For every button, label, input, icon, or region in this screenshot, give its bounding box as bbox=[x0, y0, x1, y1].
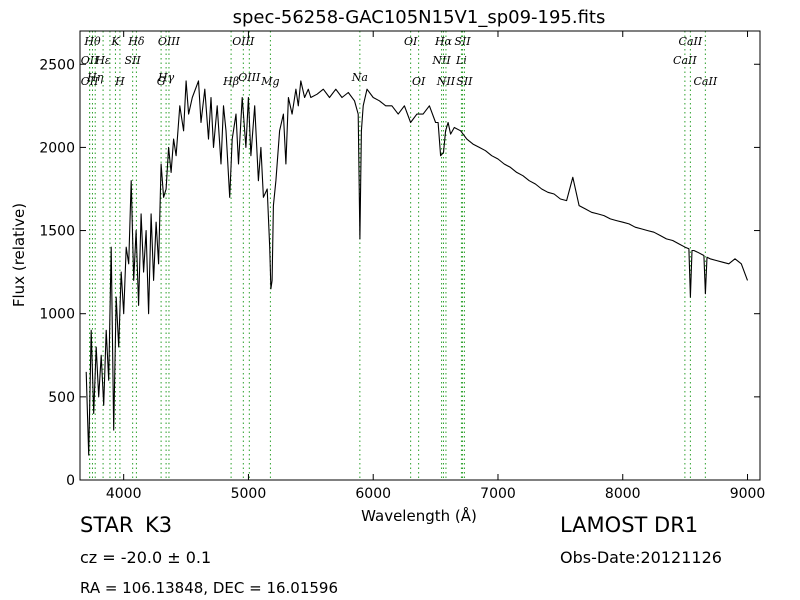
spectral-line-label: H bbox=[114, 75, 125, 88]
axis-ticks-layer: 4000 5000 6000 7000 8000 9000 0 500 1000 1500 2000… bbox=[39, 31, 765, 502]
spectral-line-label: SII bbox=[456, 75, 473, 88]
spectral-line-label: OIII bbox=[238, 71, 261, 84]
spectral-line-label: Hε bbox=[94, 54, 111, 67]
spectrum-line bbox=[85, 80, 749, 456]
spectral-line-label: CaII bbox=[694, 75, 718, 88]
data-layer bbox=[85, 80, 749, 456]
y-axis-label: Flux (relative) bbox=[10, 203, 28, 307]
spectral-line-label: K bbox=[110, 35, 120, 48]
chart-title: spec-56258-GAC105N15V1_sp09-195.fits bbox=[233, 7, 606, 28]
spectral-line-label: OIII bbox=[158, 35, 181, 48]
spectral-line-label: NII bbox=[436, 75, 456, 88]
y-tick-label: 2500 bbox=[39, 57, 75, 73]
y-tick-label: 500 bbox=[48, 390, 75, 406]
y-tick-label: 1000 bbox=[39, 307, 75, 323]
spectral-line-label: Hη bbox=[86, 71, 104, 84]
spectral-line-label: Li bbox=[455, 54, 467, 67]
y-tick-label: 0 bbox=[66, 473, 75, 489]
y-tick-label: 2000 bbox=[39, 140, 75, 156]
spectral-line-label: Hθ bbox=[83, 35, 101, 48]
spectral-line-label: SII bbox=[125, 54, 142, 67]
spectral-line-label: Hδ bbox=[127, 35, 145, 48]
x-tick-label: 4000 bbox=[106, 486, 142, 502]
spectral-line-label: Hγ bbox=[157, 71, 175, 84]
spectral-line-label: OII bbox=[81, 54, 99, 67]
x-axis-label: Wavelength (Å) bbox=[361, 506, 477, 525]
coordinates: RA = 106.13848, DEC = 16.01596 bbox=[80, 579, 339, 597]
x-tick-label: 6000 bbox=[355, 486, 391, 502]
spectral-line-label: OII bbox=[81, 75, 99, 88]
x-tick-label: 9000 bbox=[730, 486, 766, 502]
spectral-line-label: OI bbox=[404, 35, 418, 48]
spectral-line-label: SII bbox=[454, 35, 471, 48]
spectral-line-label: Na bbox=[351, 71, 368, 84]
spectral-line-label: CaII bbox=[673, 54, 697, 67]
spectral-line-label: Hα bbox=[434, 35, 453, 48]
survey-name: LAMOST DR1 bbox=[560, 513, 699, 537]
plot-frame bbox=[79, 30, 761, 481]
spectral-line-label: NII bbox=[431, 54, 451, 67]
x-tick-label: 7000 bbox=[480, 486, 516, 502]
spectral-line-label: OIII bbox=[232, 35, 255, 48]
y-tick-label: 1500 bbox=[39, 224, 75, 240]
object-subclass: K3 bbox=[145, 513, 173, 537]
object-class: STAR bbox=[80, 513, 134, 537]
redshift-value: cz = -20.0 ± 0.1 bbox=[80, 548, 212, 567]
spectral-line-label: G bbox=[157, 75, 166, 88]
x-tick-label: 5000 bbox=[231, 486, 267, 502]
spectral-line-label: Hβ bbox=[222, 75, 239, 88]
spectral-line-label: OI bbox=[412, 75, 426, 88]
spectral-line-label: CaII bbox=[679, 35, 703, 48]
observation-date: Obs-Date:20121126 bbox=[560, 548, 722, 567]
spectral-line-label: Mg bbox=[260, 75, 279, 88]
x-tick-label: 8000 bbox=[605, 486, 641, 502]
